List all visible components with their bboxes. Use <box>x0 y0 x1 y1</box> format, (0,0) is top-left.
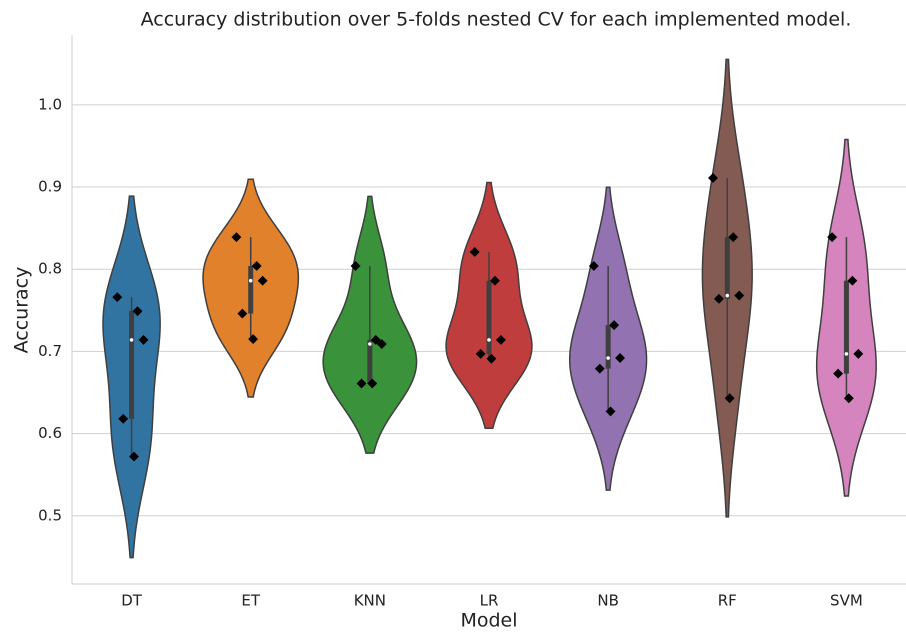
point <box>486 353 497 364</box>
x-tick-label: SVM <box>830 592 863 610</box>
point <box>615 353 626 363</box>
median <box>368 342 372 346</box>
point <box>138 334 149 345</box>
point <box>708 173 718 183</box>
point <box>713 293 724 304</box>
y-axis-label: Accuracy <box>11 267 33 354</box>
y-tick-label: 0.8 <box>38 260 62 278</box>
point <box>237 308 248 319</box>
x-tick-label: LR <box>480 592 499 610</box>
point <box>827 232 838 243</box>
point <box>853 348 864 359</box>
point <box>231 232 242 243</box>
point <box>356 378 367 389</box>
chart-title: Accuracy distribution over 5-folds neste… <box>141 9 852 31</box>
y-tick-label: 0.7 <box>38 342 62 360</box>
x-axis-label: Model <box>460 610 517 632</box>
x-tick-label: KNN <box>354 592 386 610</box>
point <box>605 406 616 417</box>
point <box>367 378 378 389</box>
point <box>490 275 500 286</box>
x-tick-label: RF <box>718 592 737 610</box>
point <box>248 334 259 345</box>
point <box>594 363 605 374</box>
point <box>376 339 387 349</box>
y-tick-label: 0.6 <box>38 424 62 442</box>
median <box>129 338 134 342</box>
y-tick-label: 0.9 <box>38 178 62 196</box>
point <box>495 334 506 345</box>
point <box>257 275 268 286</box>
point <box>843 393 854 404</box>
point <box>588 260 599 271</box>
point <box>724 393 735 404</box>
point <box>469 247 480 257</box>
y-tick-label: 0.5 <box>38 506 62 524</box>
x-tick-label: DT <box>121 592 143 610</box>
point <box>734 290 745 301</box>
median <box>248 278 253 283</box>
point <box>728 232 739 243</box>
median <box>487 338 491 342</box>
median <box>606 356 610 360</box>
point <box>370 334 381 345</box>
point <box>609 320 620 331</box>
x-tick-label: ET <box>241 592 260 610</box>
point <box>475 348 486 359</box>
x-tick-label: NB <box>597 592 619 610</box>
median <box>844 352 849 356</box>
median <box>725 293 730 298</box>
point <box>833 368 844 379</box>
point <box>251 260 262 271</box>
point <box>129 451 139 462</box>
point <box>132 306 143 317</box>
point <box>350 260 361 271</box>
point <box>847 275 858 286</box>
y-tick-label: 1.0 <box>38 95 62 113</box>
